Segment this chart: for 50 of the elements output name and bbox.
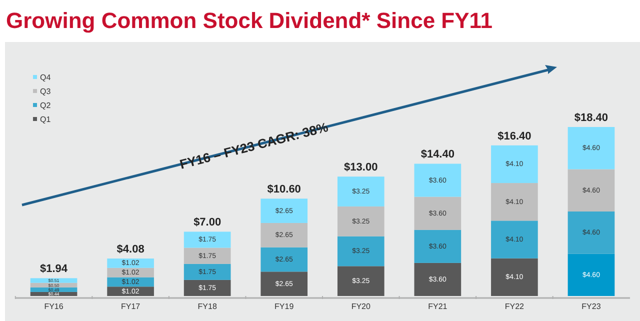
bar — [337, 206, 384, 236]
bar — [184, 280, 231, 296]
bar — [260, 247, 308, 272]
bar — [337, 266, 384, 296]
bar — [414, 196, 462, 230]
bar — [184, 248, 231, 264]
x-tick-label: FY17 — [120, 302, 141, 311]
bar — [414, 230, 462, 263]
bar — [107, 258, 154, 268]
total-label: $18.40 — [574, 112, 608, 124]
x-tick-label: FY22 — [504, 302, 525, 311]
x-tick-label: FY20 — [351, 302, 371, 311]
bar — [491, 145, 538, 184]
total-label: $7.00 — [194, 216, 222, 229]
bar — [491, 258, 538, 296]
total-label: $13.00 — [344, 162, 378, 174]
annotation: FY16 – FY23 CAGR: 38% — [178, 119, 330, 172]
bar — [337, 176, 384, 206]
bar — [568, 212, 615, 254]
bar — [30, 278, 78, 283]
bar — [568, 169, 615, 212]
total-label: $1.94 — [40, 263, 68, 276]
x-tick-label: FY23 — [582, 302, 602, 311]
bar — [491, 220, 538, 258]
x-tick-label: FY21 — [428, 302, 448, 311]
bar — [337, 236, 384, 266]
x-tick-label: FY19 — [274, 302, 294, 311]
chart-title: Growing Common Stock Dividend* Since FY11 — [6, 8, 493, 33]
total-label: $10.60 — [267, 184, 301, 196]
bar — [184, 232, 231, 248]
bar — [568, 254, 615, 296]
total-label: $14.40 — [420, 148, 454, 161]
total-label: $16.40 — [498, 130, 532, 142]
legend-label: Q4 — [40, 73, 52, 82]
x-tick-label: FY16 — [44, 302, 64, 311]
bar — [107, 268, 154, 278]
bar — [184, 264, 231, 280]
legend-label: Q1 — [40, 115, 52, 124]
legend-label: Q3 — [40, 87, 52, 96]
x-tick-label: FY18 — [198, 302, 218, 311]
legend-label: Q2 — [40, 101, 52, 110]
bar — [107, 286, 154, 296]
bar — [260, 272, 308, 296]
bar — [568, 127, 615, 170]
bar — [260, 222, 308, 248]
bar — [414, 164, 462, 197]
bar — [491, 183, 538, 221]
total-label: $4.08 — [116, 244, 144, 256]
bar — [414, 262, 462, 296]
bar — [260, 198, 308, 223]
